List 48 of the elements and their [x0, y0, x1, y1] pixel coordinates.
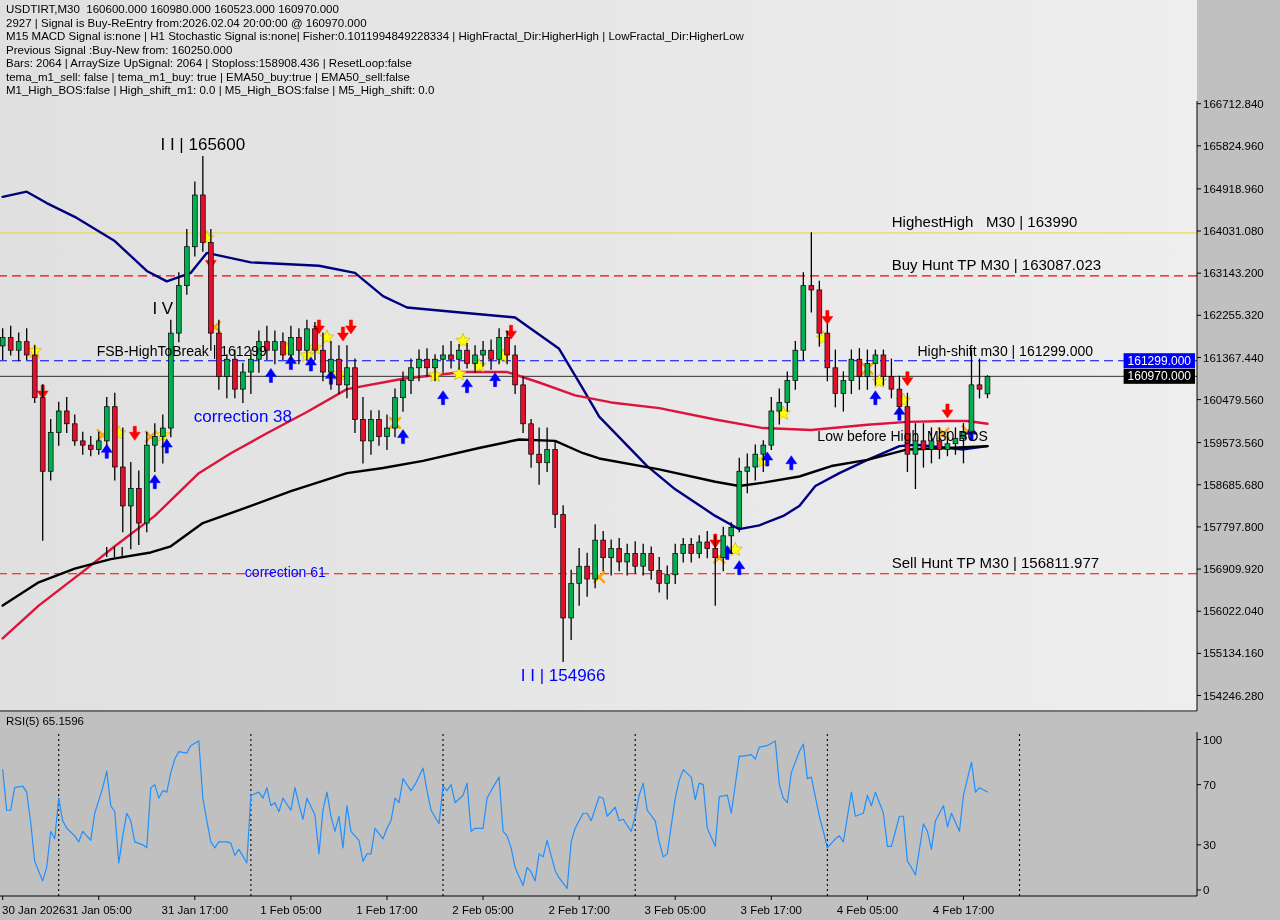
- chart-title: RSI(5) 65.1596: [6, 715, 84, 729]
- text: tema_m1_sell: false | tema_m1_buy: true | EMA50_buy:true | EMA50_sell:false: [6, 70, 411, 84]
- text: M15 MACD Signal is:none | H1 Stochastic Signal is:none| Fisher:0.1011994849228334 | HighFractal_Dir:HigherHigh | LowFractal_Dir:HigherLow: [6, 30, 744, 44]
- y-tick-label: 165824.960: [1203, 139, 1264, 152]
- annotation: correction 38: [193, 406, 293, 426]
- x-tick-label: 3 Feb 05:00: [644, 904, 706, 916]
- x-tick-label: 2 Feb 05:00: [452, 904, 514, 916]
- annotation: I I | 154966: [520, 665, 606, 685]
- ref-line-label: Buy Hunt TP M30 | 163087.023: [891, 255, 1102, 273]
- y-tick-label: 156909.920: [1203, 563, 1264, 576]
- y-tick-label: 70: [1203, 778, 1216, 791]
- chart-title: USDTIRT,M30 160600.000 160980.000 160523.000 160970.000: [6, 3, 340, 17]
- x-tick-label: 3 Feb 17:00: [740, 904, 803, 916]
- y-tick-label: 161367.440: [1203, 351, 1264, 364]
- annotation: I I | 165600: [160, 135, 246, 155]
- x-tick-label: 4 Feb 05:00: [836, 904, 899, 916]
- x-tick-label: 2 Feb 17:00: [548, 904, 610, 916]
- ref-line-label: Sell Hunt TP M30 | 156811.977: [891, 553, 1100, 571]
- y-tick-label: 159573.560: [1203, 436, 1264, 449]
- y-tick-label: 30: [1203, 838, 1216, 851]
- text: Previous Signal :Buy-New from: 160250.000: [6, 43, 234, 57]
- x-tick-label: 4 Feb 17:00: [932, 904, 995, 916]
- x-tick-label: 1 Feb 05:00: [260, 904, 322, 916]
- y-tick-label: 163143.200: [1203, 267, 1264, 280]
- y-tick-label: 158685.680: [1203, 478, 1264, 491]
- annotation: I V: [152, 298, 174, 318]
- x-tick-label: 1 Feb 17:00: [356, 904, 418, 916]
- y-tick-label: 166712.840: [1203, 97, 1264, 110]
- y-tick-label: 164918.960: [1203, 182, 1264, 195]
- text: 2927 | Signal is Buy-ReEntry from:2026.02.04 20:00:00 @ 160970.000: [6, 16, 368, 30]
- text: Bars: 2064 | ArraySize UpSignal: 2064 | Stoploss:158908.436 | ResetLoop:false: [6, 57, 413, 71]
- ref-line-label: 161299.000: [1127, 353, 1192, 368]
- y-tick-label: 160479.560: [1203, 393, 1264, 406]
- ref-line-label: 160970.000: [1127, 369, 1192, 384]
- y-tick-label: 162255.320: [1203, 309, 1264, 322]
- x-tick-label: 30 Jan 2026: [2, 904, 66, 916]
- ref-line-label: HighestHigh M30 | 163990: [891, 212, 1078, 230]
- annotation: High-shift m30 | 161299.000: [917, 342, 1094, 359]
- y-tick-label: 157797.800: [1203, 521, 1264, 533]
- x-tick-label: 31 Jan 05:00: [65, 904, 133, 916]
- y-tick-label: 154246.280: [1203, 689, 1264, 702]
- y-tick-label: 0: [1203, 884, 1210, 897]
- x-tick-label: 31 Jan 17:00: [161, 904, 229, 916]
- y-tick-label: 155134.160: [1203, 647, 1264, 660]
- y-tick-label: 164031.080: [1203, 225, 1264, 238]
- y-tick-label: 100: [1203, 733, 1223, 746]
- y-tick-label: 156022.040: [1203, 605, 1264, 618]
- text: M1_High_BOS:false | High_shift_m1: 0.0 | M5_High_BOS:false | M5_High_shift: 0.0: [6, 84, 436, 98]
